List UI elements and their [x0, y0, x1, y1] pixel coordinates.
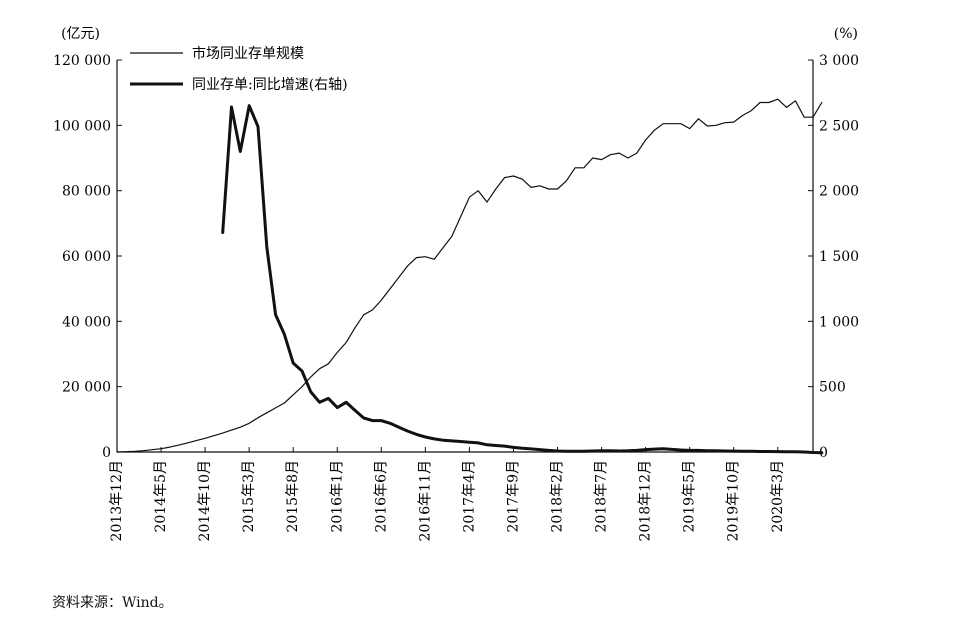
right-tick-label: 3 000 [819, 53, 859, 69]
x-tick-label: 2018年7月 [594, 460, 610, 533]
x-tick-label: 2019年5月 [682, 460, 698, 533]
left-tick-label: 0 [102, 445, 111, 461]
right-unit-label: (%) [834, 26, 858, 42]
left-tick-label: 20 000 [62, 380, 111, 396]
x-tick-label: 2016年6月 [373, 460, 389, 533]
x-tick-label: 2020年3月 [770, 460, 786, 533]
left-tick-label: 60 000 [62, 249, 111, 265]
series-line-growth [221, 104, 824, 455]
right-tick-label: 2 000 [819, 184, 859, 200]
left-tick-label: 80 000 [62, 184, 111, 200]
left-unit-label: (亿元) [61, 26, 100, 42]
x-tick-label: 2014年10月 [197, 460, 213, 541]
x-tick-label: 2014年5月 [153, 460, 169, 533]
left-tick-label: 100 000 [53, 118, 111, 134]
x-tick-label: 2016年11月 [417, 460, 433, 541]
source-note: 资料来源：Wind。 [52, 595, 173, 611]
x-tick-label: 2017年4月 [461, 460, 477, 533]
x-tick-label: 2018年12月 [638, 460, 654, 541]
right-tick-label: 2 500 [819, 118, 859, 134]
x-tick-label: 2019年10月 [726, 460, 742, 541]
right-tick-label: 0 [819, 445, 828, 461]
x-tick-label: 2013年12月 [109, 460, 125, 541]
series-line-volume [116, 98, 823, 453]
x-tick-label: 2017年9月 [505, 460, 521, 533]
right-tick-label: 1 500 [819, 249, 859, 265]
left-tick-label: 120 000 [53, 53, 111, 69]
legend-label: 同业存单:同比增速(右轴) [192, 77, 348, 93]
x-tick-label: 2015年3月 [241, 460, 257, 533]
x-tick-label: 2015年8月 [285, 460, 301, 533]
dual-axis-line-chart: (亿元) (%) 0 20 000 40 000 60 000 80 000 100 000 1… [53, 26, 859, 541]
x-tick-label: 2018年2月 [550, 460, 566, 533]
left-tick-label: 40 000 [62, 314, 111, 330]
legend-label: 市场同业存单规模 [192, 45, 304, 62]
right-tick-label: 1 000 [819, 314, 859, 330]
right-tick-label: 500 [819, 380, 846, 396]
x-tick-label: 2016年1月 [329, 460, 345, 533]
